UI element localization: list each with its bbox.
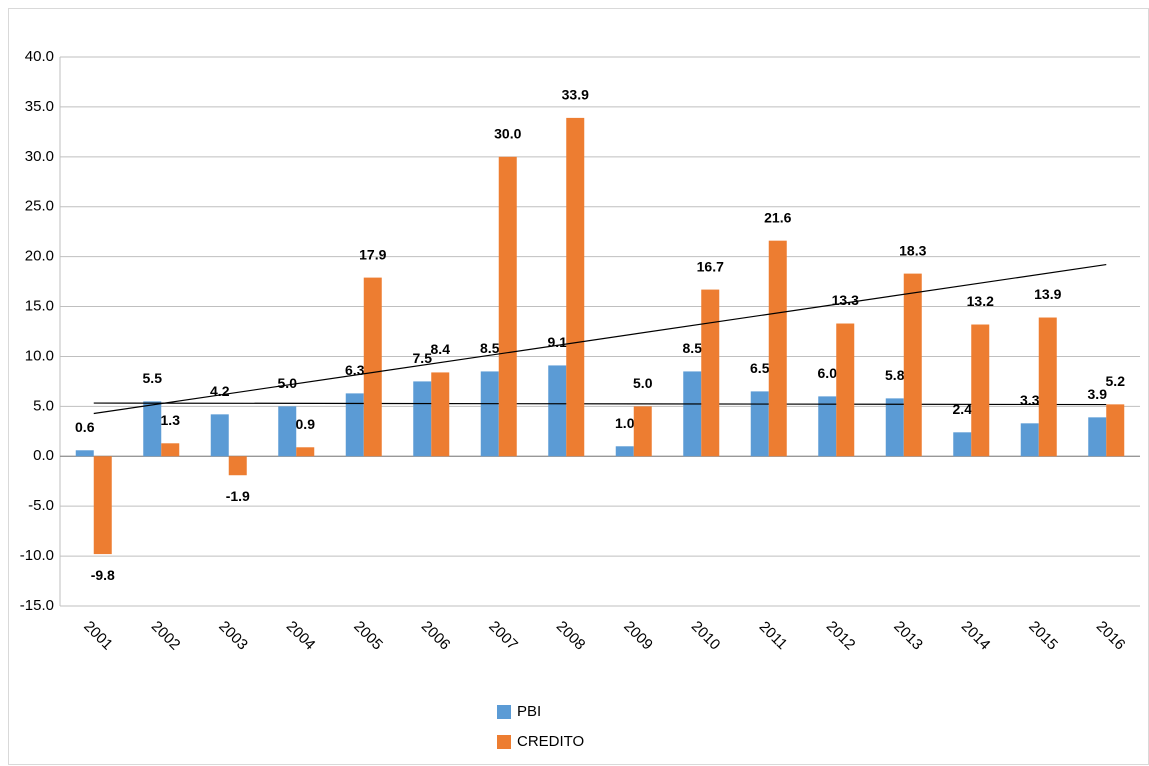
value-label: 6.5 (750, 360, 770, 376)
y-tick-label: 0.0 (33, 447, 54, 464)
value-label: 6.0 (818, 365, 838, 381)
value-label: 21.6 (764, 209, 791, 225)
bar (566, 117, 585, 457)
value-label: 9.1 (548, 334, 568, 350)
value-label: 5.2 (1106, 373, 1126, 389)
bar (615, 446, 634, 457)
value-label: 18.3 (899, 242, 926, 258)
y-tick-label: 10.0 (25, 347, 54, 364)
trend-line (93, 263, 1107, 415)
legend-swatch (497, 735, 511, 749)
bar (971, 324, 990, 457)
y-tick-label: 25.0 (25, 198, 54, 215)
value-label: 3.9 (1088, 386, 1108, 402)
value-label: 0.9 (296, 416, 316, 432)
value-label: 5.5 (143, 370, 163, 386)
bar (228, 456, 247, 476)
y-tick-label: 30.0 (25, 148, 54, 165)
bar (93, 456, 112, 555)
bar (953, 432, 972, 457)
bar (548, 365, 567, 457)
bar (278, 406, 297, 457)
value-label: 4.2 (210, 383, 230, 399)
bar (836, 323, 855, 457)
y-tick-label: -5.0 (28, 497, 54, 514)
y-tick-label: -15.0 (20, 597, 54, 614)
y-tick-label: 15.0 (25, 298, 54, 315)
value-label: 1.3 (161, 412, 181, 428)
bar (750, 391, 769, 457)
bar (768, 240, 787, 457)
y-tick-label: 35.0 (25, 98, 54, 115)
value-label: 13.9 (1034, 286, 1061, 302)
bar (296, 447, 315, 457)
trend-line (93, 402, 1107, 406)
bar (431, 372, 450, 457)
y-tick-label: 5.0 (33, 397, 54, 414)
bar (701, 289, 720, 457)
value-label: -9.8 (91, 567, 115, 583)
value-label: 8.4 (431, 341, 451, 357)
bar (818, 396, 837, 457)
bar (363, 277, 382, 457)
bar (498, 156, 517, 457)
value-label: -1.9 (226, 488, 250, 504)
bar (1106, 404, 1125, 457)
bar (1038, 317, 1057, 457)
y-tick-label: -10.0 (20, 547, 54, 564)
value-label: 8.5 (480, 340, 500, 356)
bar (683, 371, 702, 457)
bar (143, 401, 162, 457)
value-label: 2.4 (953, 401, 973, 417)
bar (210, 414, 229, 457)
legend-label: PBI (517, 703, 541, 720)
value-label: 3.3 (1020, 392, 1040, 408)
bar (1020, 423, 1039, 457)
value-label: 33.9 (562, 87, 589, 103)
bar (161, 443, 180, 457)
bar (75, 450, 94, 457)
bar (633, 406, 652, 457)
legend-label: CREDITO (517, 733, 584, 750)
value-label: 5.8 (885, 367, 905, 383)
bar (480, 371, 499, 457)
bar (903, 273, 922, 457)
value-label: 13.2 (967, 293, 994, 309)
value-label: 7.5 (413, 350, 433, 366)
value-label: 8.5 (683, 340, 703, 356)
value-label: 5.0 (278, 375, 298, 391)
bar (413, 381, 432, 457)
value-label: 13.3 (832, 292, 859, 308)
value-label: 16.7 (697, 258, 724, 274)
value-label: 30.0 (494, 126, 521, 142)
bar (885, 398, 904, 457)
y-tick-label: 40.0 (25, 48, 54, 65)
bar (345, 393, 364, 457)
value-label: 17.9 (359, 246, 386, 262)
legend-swatch (497, 705, 511, 719)
y-tick-label: 20.0 (25, 248, 54, 265)
value-label: 5.0 (633, 375, 653, 391)
value-label: 1.0 (615, 415, 635, 431)
value-label: 0.6 (75, 419, 95, 435)
bar (1088, 417, 1107, 457)
